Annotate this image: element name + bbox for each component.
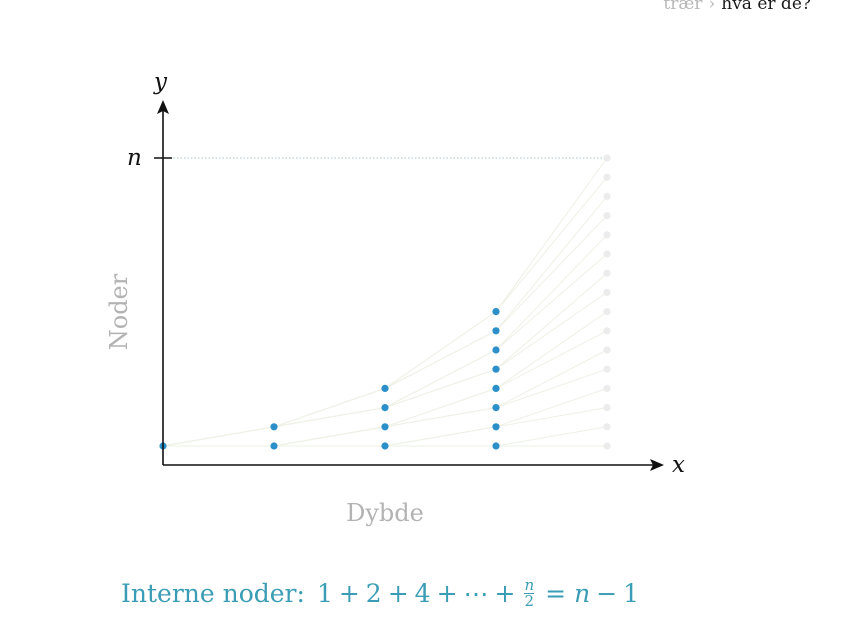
formula-term: 1 xyxy=(316,579,333,608)
formula-term: + xyxy=(387,579,409,608)
fan-line xyxy=(162,272,608,447)
fraction-denominator: 2 xyxy=(524,592,535,610)
formula-term: 4 xyxy=(414,579,431,608)
formula-term: + xyxy=(494,579,516,608)
y-axis-arrow xyxy=(157,100,169,114)
formula-label: Interne noder: xyxy=(121,579,305,608)
ghost-node xyxy=(603,231,611,239)
tree-node xyxy=(381,404,389,412)
fan-line xyxy=(162,157,608,447)
tree-node xyxy=(492,442,500,450)
x-axis-letter: x xyxy=(672,452,685,478)
formula-equals: = xyxy=(545,579,567,608)
breadcrumb: trær › hva er de? xyxy=(663,0,811,14)
tree-node xyxy=(492,308,500,316)
y-tick-label: n xyxy=(127,145,142,171)
x-axis-title: Dybde xyxy=(346,499,424,527)
y-axis-letter: y xyxy=(153,69,168,95)
internal-nodes-formula: Interne noder: 1 + 2 + 4 + ⋯ + n 2 = n −… xyxy=(121,578,639,609)
fan-line xyxy=(162,234,608,447)
tree-node xyxy=(381,423,389,431)
ghost-nodes xyxy=(603,154,611,450)
fan-lines xyxy=(162,157,608,447)
ghost-node xyxy=(603,288,611,296)
ghost-node xyxy=(603,154,611,162)
ghost-node xyxy=(603,327,611,335)
fan-line xyxy=(163,387,608,447)
ghost-node xyxy=(603,269,611,277)
ghost-node xyxy=(603,308,611,316)
ghost-node xyxy=(603,212,611,220)
tree-node xyxy=(492,384,500,392)
ghost-node xyxy=(603,365,611,373)
ghost-node xyxy=(603,173,611,181)
formula-math: 1 + 2 + 4 + ⋯ + n 2 = n − 1 xyxy=(317,578,639,609)
tree-node xyxy=(492,404,500,412)
fraction-numerator: n xyxy=(524,576,535,594)
formula-minus: − xyxy=(596,579,618,608)
ghost-node xyxy=(603,442,611,450)
tree-node xyxy=(270,442,278,450)
fan-line xyxy=(162,253,608,447)
ghost-node xyxy=(603,384,611,392)
tree-node xyxy=(492,327,500,335)
fraction-bar xyxy=(524,593,535,594)
tree-node xyxy=(492,365,500,373)
fan-line xyxy=(163,349,608,447)
formula-rhs-var: n xyxy=(574,579,591,608)
formula-term: 2 xyxy=(365,579,382,608)
tree-node xyxy=(381,384,389,392)
ghost-node xyxy=(603,423,611,431)
tree-node xyxy=(381,442,389,450)
ghost-node xyxy=(603,250,611,258)
formula-fraction: n 2 xyxy=(524,576,535,610)
breadcrumb-parent: trær xyxy=(663,0,703,14)
x-axis-arrow xyxy=(650,459,664,471)
formula-term: ⋯ xyxy=(463,579,489,608)
ghost-node xyxy=(603,192,611,200)
formula-rhs-one: 1 xyxy=(623,579,640,608)
ghost-node xyxy=(603,346,611,354)
tree-node xyxy=(492,346,500,354)
breadcrumb-current: hva er de? xyxy=(721,0,811,14)
tree-node xyxy=(270,423,278,431)
tree-node xyxy=(492,423,500,431)
node-depth-diagram: x y n Dybde Noder xyxy=(105,69,685,527)
breadcrumb-separator: › xyxy=(708,0,716,14)
y-axis-title: Noder xyxy=(105,273,133,350)
tree-nodes xyxy=(159,308,500,450)
fan-line xyxy=(162,291,608,447)
formula-term: + xyxy=(436,579,458,608)
ghost-node xyxy=(603,404,611,412)
formula-term: + xyxy=(338,579,360,608)
